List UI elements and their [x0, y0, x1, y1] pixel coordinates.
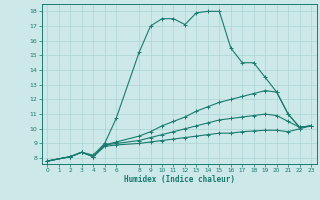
- X-axis label: Humidex (Indice chaleur): Humidex (Indice chaleur): [124, 175, 235, 184]
